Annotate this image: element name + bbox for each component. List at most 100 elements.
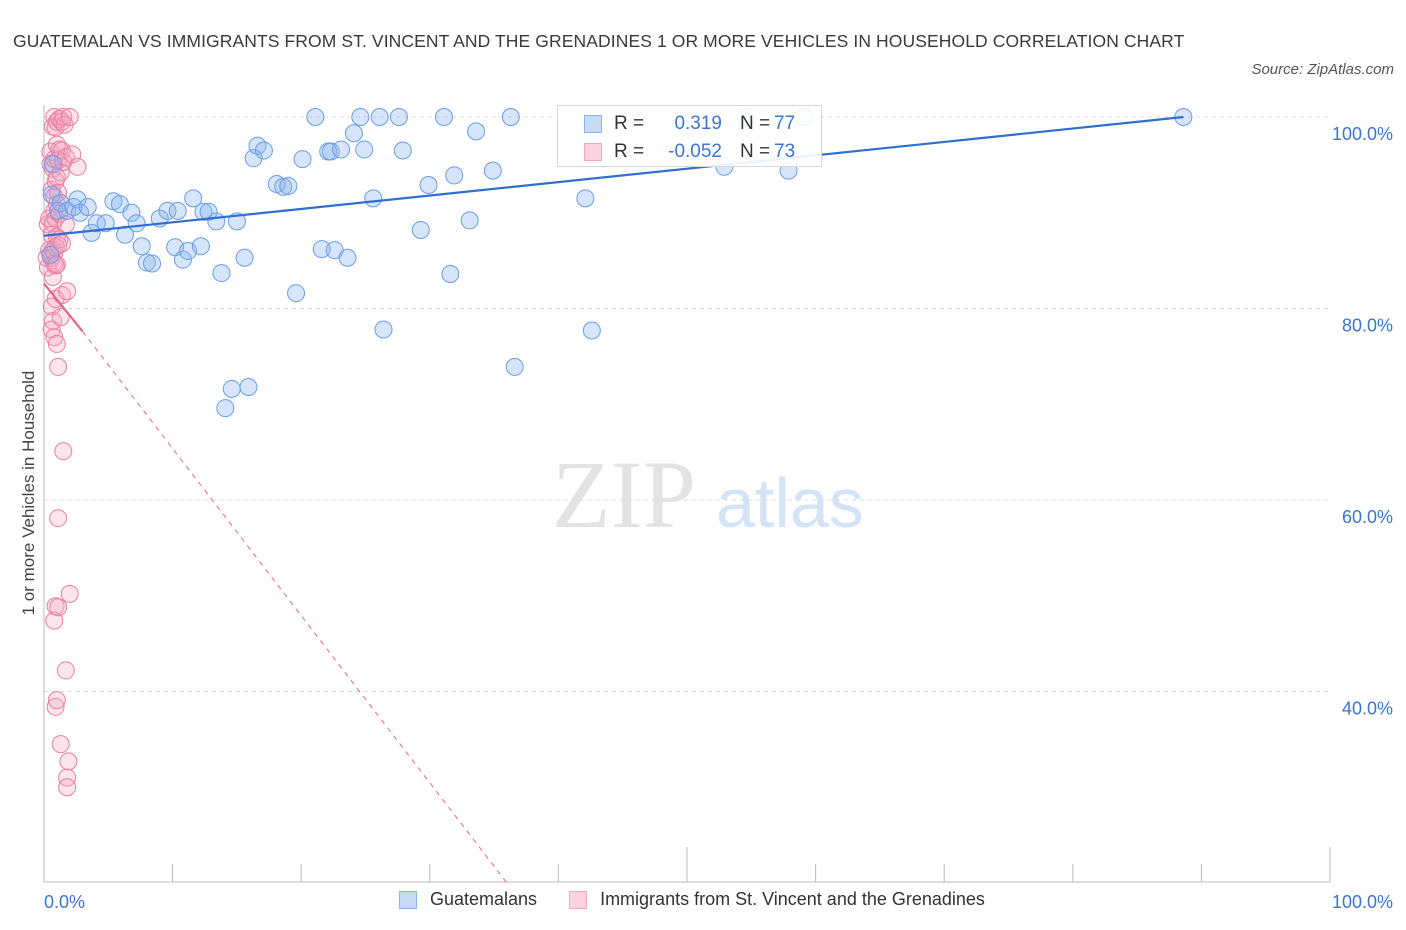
pink-point <box>47 135 66 154</box>
blue-point <box>411 220 430 239</box>
axes <box>43 105 1331 883</box>
pink-point <box>49 357 68 376</box>
stats-legend: R = 0.319 N = 77 R = -0.052 N = 73 <box>557 105 822 167</box>
y-tick-labels: 100.0% 80.0% 60.0% 40.0% <box>1332 124 1393 719</box>
blue-point <box>483 161 502 180</box>
legend-n-label: N = <box>740 113 771 134</box>
legend-r-label: R = <box>614 141 645 162</box>
blue-point <box>254 141 273 160</box>
blue-point <box>212 264 231 283</box>
pink-point <box>60 584 79 603</box>
blue-point <box>216 399 235 418</box>
legend-r-value: -0.052 <box>668 141 722 162</box>
blue-point <box>306 108 325 126</box>
blue-points <box>41 108 1193 418</box>
blue-point <box>279 176 298 195</box>
chart-title: GUATEMALAN VS IMMIGRANTS FROM ST. VINCEN… <box>13 31 1185 51</box>
watermark-zip: ZIP <box>552 441 696 548</box>
pink-point <box>49 183 68 202</box>
pink-point <box>56 661 75 680</box>
legend-n-value: 77 <box>774 113 796 134</box>
blue-point <box>96 214 115 233</box>
pink-point <box>51 308 70 327</box>
y-tick-label: 80.0% <box>1342 316 1393 336</box>
blue-point <box>467 122 486 141</box>
x-tick-label: 0.0% <box>44 892 85 912</box>
blue-point <box>168 201 187 220</box>
blue-point <box>44 154 63 173</box>
blue-point <box>274 177 293 196</box>
pink-point <box>47 255 66 274</box>
blue-point <box>370 108 389 126</box>
pink-point <box>68 157 87 176</box>
blue-point <box>293 150 312 169</box>
pink-point <box>47 334 66 353</box>
blue-point <box>505 357 524 376</box>
blue-point <box>191 237 210 256</box>
blue-point <box>434 108 453 126</box>
blue-point <box>460 211 479 230</box>
blue-point <box>207 212 226 231</box>
blue-point <box>393 141 412 160</box>
trend-lines <box>43 115 1184 884</box>
blue-point <box>351 108 370 126</box>
blue-point <box>137 253 156 272</box>
x-tick-label: 100.0% <box>1332 892 1393 912</box>
watermark-atlas: atlas <box>716 464 864 542</box>
legend-swatch-guatemalans <box>399 890 417 909</box>
pink-point <box>58 282 77 301</box>
blue-point <box>355 140 374 159</box>
trend-line-immigrants <box>82 331 508 884</box>
trend-line-guatemalans <box>43 115 1184 237</box>
blue-point <box>184 189 203 208</box>
blue-point <box>501 108 520 126</box>
legend-r-value: 0.319 <box>674 113 722 134</box>
blue-point <box>87 214 106 233</box>
blue-point <box>582 321 601 340</box>
blue-point <box>68 190 87 209</box>
y-axis-label: 1 or more Vehicles in Household <box>19 371 38 616</box>
blue-point <box>194 202 213 221</box>
blue-point <box>389 108 408 126</box>
legend-n-label: N = <box>740 141 771 162</box>
legend-swatch-pink <box>584 143 602 161</box>
pink-point <box>49 598 68 617</box>
pink-point <box>51 735 70 754</box>
pink-point <box>58 768 77 787</box>
legend-row-immigrants: R = -0.052 N = 73 <box>558 139 795 165</box>
pink-point <box>46 697 65 716</box>
legend-n-value: 73 <box>774 141 796 162</box>
blue-point <box>364 189 383 208</box>
blue-point <box>127 214 146 233</box>
blue-point <box>158 201 177 220</box>
legend-r-label: R = <box>614 113 645 134</box>
blue-point <box>332 140 351 159</box>
blue-point <box>445 166 464 185</box>
pink-point <box>49 509 68 528</box>
y-tick-label: 60.0% <box>1342 507 1393 527</box>
blue-point <box>122 203 141 222</box>
blue-point <box>41 245 60 264</box>
blue-point <box>344 124 363 143</box>
pink-point <box>45 611 64 630</box>
y-tick-label: 40.0% <box>1342 699 1393 719</box>
blue-point <box>132 237 151 256</box>
pink-point <box>46 256 65 275</box>
pink-point <box>47 691 66 710</box>
legend-swatch-blue <box>584 115 602 133</box>
grid-lines <box>44 116 1330 692</box>
source-label: Source: ZipAtlas.com <box>1251 61 1394 78</box>
blue-point <box>338 248 357 267</box>
blue-point <box>287 284 306 303</box>
blue-point <box>419 175 438 194</box>
trend-line-immigrants <box>43 282 84 333</box>
legend-row-guatemalans: R = 0.319 N = 77 <box>558 111 795 137</box>
blue-point <box>78 198 97 217</box>
y-tick-label: 100.0% <box>1332 124 1393 144</box>
blue-point <box>374 320 393 339</box>
blue-point <box>235 248 254 267</box>
legend-label-guatemalans: Guatemalans <box>430 889 538 909</box>
x-tick-labels: 0.0% 100.0% <box>44 892 1393 912</box>
legend-swatch-immigrants <box>569 890 588 909</box>
